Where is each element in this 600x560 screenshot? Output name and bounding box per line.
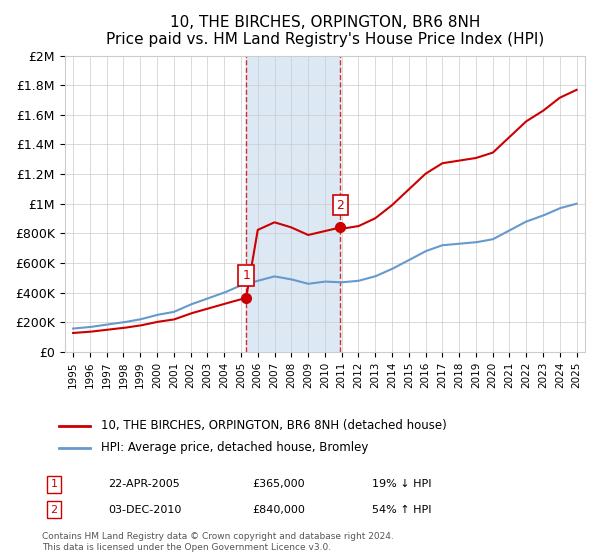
- Text: 10, THE BIRCHES, ORPINGTON, BR6 8NH (detached house): 10, THE BIRCHES, ORPINGTON, BR6 8NH (det…: [101, 419, 446, 432]
- Bar: [246, 55, 340, 352]
- Title: 10, THE BIRCHES, ORPINGTON, BR6 8NH
Price paid vs. HM Land Registry's House Pric: 10, THE BIRCHES, ORPINGTON, BR6 8NH Pric…: [106, 15, 544, 48]
- Text: 1: 1: [242, 269, 250, 282]
- Text: 1: 1: [50, 479, 58, 489]
- Text: 2: 2: [337, 199, 344, 212]
- Text: £840,000: £840,000: [252, 505, 305, 515]
- Text: 03-DEC-2010: 03-DEC-2010: [108, 505, 181, 515]
- Text: 22-APR-2005: 22-APR-2005: [108, 479, 180, 489]
- Text: Contains HM Land Registry data © Crown copyright and database right 2024.
This d: Contains HM Land Registry data © Crown c…: [42, 532, 394, 552]
- Text: HPI: Average price, detached house, Bromley: HPI: Average price, detached house, Brom…: [101, 441, 368, 454]
- Text: 19% ↓ HPI: 19% ↓ HPI: [372, 479, 431, 489]
- Text: 2: 2: [50, 505, 58, 515]
- Text: £365,000: £365,000: [252, 479, 305, 489]
- Text: 54% ↑ HPI: 54% ↑ HPI: [372, 505, 431, 515]
